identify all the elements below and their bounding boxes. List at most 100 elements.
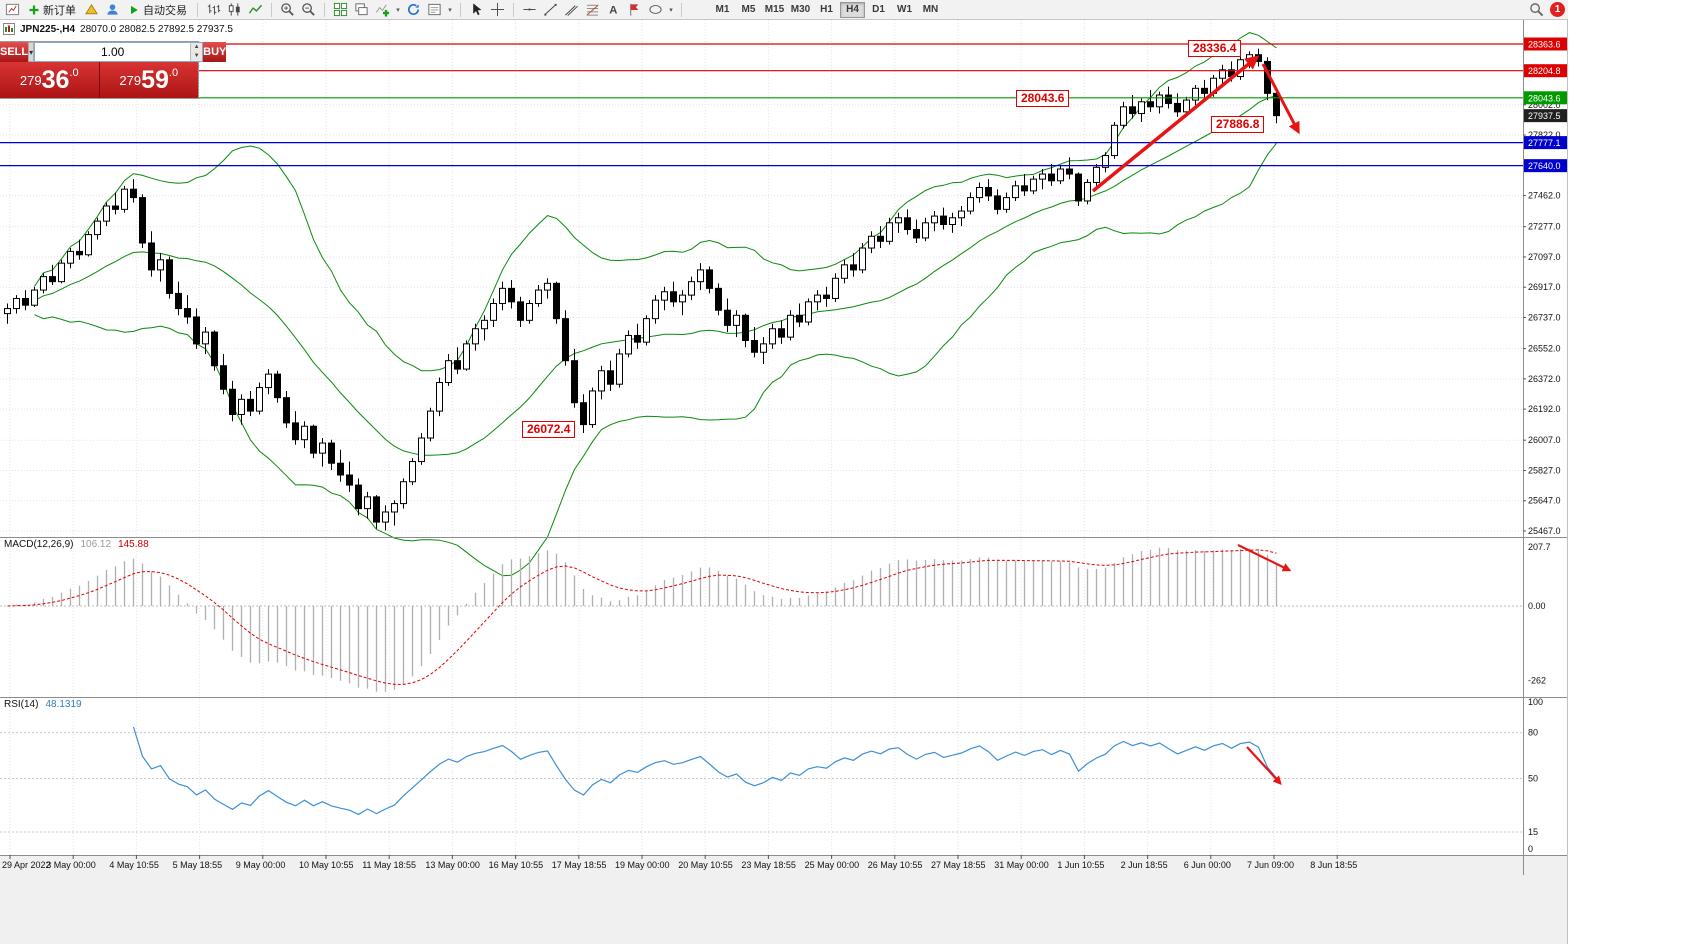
svg-text:26917.0: 26917.0	[1528, 282, 1561, 292]
timeframe-m15[interactable]: M15	[764, 4, 785, 15]
expert-advisors-icon[interactable]	[82, 1, 101, 19]
properties-dropdown-arrow[interactable]: ▾	[448, 6, 452, 14]
svg-text:1 Jun 10:55: 1 Jun 10:55	[1057, 860, 1104, 870]
candles-layer[interactable]	[4, 48, 1280, 531]
sell-price-prefix: 279	[19, 72, 42, 88]
volume-increase-button[interactable]: ▲	[191, 43, 203, 52]
notification-badge[interactable]: 1	[1550, 2, 1565, 17]
candlestick-chart-icon[interactable]	[225, 1, 244, 19]
tile-windows-icon[interactable]	[331, 1, 350, 19]
sell-price-big: 36	[41, 66, 70, 94]
price-scale[interactable]: 28002.0 27822.0 27462.0 27277.0 27097.0 26917…	[1523, 37, 1567, 855]
profile-icon[interactable]	[103, 1, 122, 19]
zoom-in-icon[interactable]	[278, 1, 297, 19]
svg-text:28002.0: 28002.0	[1528, 100, 1561, 110]
timeframe-m30[interactable]: M30	[790, 4, 811, 15]
price-annotation[interactable]: 28043.6	[1016, 90, 1070, 107]
svg-text:27640.0: 27640.0	[1528, 161, 1561, 171]
fibonacci-icon[interactable]	[583, 1, 602, 19]
ohlc-bars-icon[interactable]	[204, 1, 223, 19]
sell-button[interactable]: SELL	[0, 42, 29, 62]
macd-indicator-label: MACD(12,26,9) 106.12 145.88	[4, 539, 149, 550]
price-annotation[interactable]: 26072.4	[522, 421, 576, 438]
svg-text:25827.0: 25827.0	[1528, 465, 1561, 475]
level-lines[interactable]	[0, 43, 1523, 167]
timeframe-m1[interactable]: M1	[715, 4, 730, 15]
auto-trading-button[interactable]: 自动交易	[124, 1, 191, 18]
svg-text:0.00: 0.00	[1528, 601, 1546, 611]
toolbar-separator	[197, 2, 198, 17]
shapes-dropdown-arrow[interactable]: ▾	[669, 6, 673, 14]
svg-text:3 May 00:00: 3 May 00:00	[46, 860, 96, 870]
toolbar-separator	[324, 2, 325, 17]
toolbar-separator	[271, 2, 272, 17]
chart-properties-icon[interactable]	[425, 1, 444, 19]
trend-arrows[interactable]	[1091, 55, 1300, 785]
shapes-icon[interactable]	[646, 1, 665, 19]
macd-signal-value: 145.88	[118, 539, 149, 550]
svg-text:9 May 00:00: 9 May 00:00	[236, 860, 286, 870]
channel-icon[interactable]	[562, 1, 581, 19]
svg-text:25 May 00:00: 25 May 00:00	[805, 860, 860, 870]
timeframe-d1[interactable]: D1	[872, 4, 885, 15]
search-icon[interactable]	[1527, 1, 1546, 19]
timeframe-buttons: M1 M5 M15 M30 H1 H4 D1 W1 MN	[710, 1, 943, 18]
rsi-indicator-label: RSI(14) 48.1319	[4, 699, 82, 710]
svg-text:0: 0	[1528, 844, 1533, 854]
cursor-icon[interactable]	[467, 1, 486, 19]
indicators-dropdown-arrow[interactable]: ▾	[396, 6, 400, 14]
svg-text:15: 15	[1528, 827, 1538, 837]
new-order-button[interactable]: 新订单	[24, 1, 80, 18]
cascade-windows-icon[interactable]	[352, 1, 371, 19]
chart-icon	[3, 23, 15, 35]
zoom-out-icon[interactable]	[299, 1, 318, 19]
timeframe-h1[interactable]: H1	[820, 4, 833, 15]
volume-spinner: ▲ ▼	[190, 43, 203, 61]
svg-text:28043.6: 28043.6	[1528, 93, 1561, 103]
volume-input[interactable]	[35, 43, 191, 61]
svg-text:17 May 18:55: 17 May 18:55	[552, 860, 607, 870]
buy-button[interactable]: BUY	[203, 42, 227, 62]
ohlc-values: 28070.0 28082.5 27892.5 27937.5	[80, 23, 233, 35]
line-chart-icon[interactable]	[246, 1, 265, 19]
text-label-icon[interactable]: A	[604, 1, 623, 19]
svg-text:19 May 00:00: 19 May 00:00	[615, 860, 670, 870]
svg-text:6 Jun 00:00: 6 Jun 00:00	[1184, 860, 1231, 870]
arrow-marker-icon[interactable]	[625, 1, 644, 19]
macd-main-value: 106.12	[80, 539, 112, 550]
svg-text:23 May 18:55: 23 May 18:55	[741, 860, 796, 870]
svg-text:27097.0: 27097.0	[1528, 252, 1561, 262]
trendline-icon[interactable]	[541, 1, 560, 19]
svg-text:50: 50	[1528, 774, 1538, 784]
svg-text:28363.6: 28363.6	[1528, 40, 1561, 50]
crosshair-icon[interactable]	[488, 1, 507, 19]
svg-text:4 May 10:55: 4 May 10:55	[109, 860, 159, 870]
toolbar-separator	[513, 2, 514, 17]
svg-text:28204.8: 28204.8	[1528, 66, 1561, 76]
period-refresh-icon[interactable]	[404, 1, 423, 19]
panel-separators[interactable]	[0, 0, 1568, 944]
buy-price-display[interactable]: 279 59.0	[99, 62, 198, 98]
svg-text:8 Jun 18:55: 8 Jun 18:55	[1310, 860, 1357, 870]
toolbar-right-group: 1	[1527, 1, 1565, 19]
horizontal-line-icon[interactable]	[520, 1, 539, 19]
svg-text:A: A	[609, 5, 617, 17]
timeframe-m5[interactable]: M5	[741, 4, 756, 15]
buy-price-suffix: .0	[168, 67, 179, 79]
price-annotation[interactable]: 28336.4	[1188, 40, 1242, 57]
sell-price-display[interactable]: 279 36.0	[0, 62, 99, 98]
one-click-menu-arrow[interactable]: ▾	[28, 42, 35, 62]
indicators-icon[interactable]	[373, 1, 392, 19]
price-annotation[interactable]: 27886.8	[1211, 116, 1265, 133]
svg-text:2 Jun 18:55: 2 Jun 18:55	[1121, 860, 1168, 870]
chart-canvas[interactable]: 28002.0 27822.0 27462.0 27277.0 27097.0 26917…	[0, 0, 1568, 944]
svg-text:27462.0: 27462.0	[1528, 191, 1561, 201]
timeframe-w1[interactable]: W1	[897, 4, 912, 15]
new-chart-icon[interactable]	[3, 1, 22, 19]
timeframe-mn[interactable]: MN	[922, 4, 939, 15]
timeframe-h4[interactable]: H4	[840, 1, 865, 18]
volume-decrease-button[interactable]: ▼	[191, 52, 203, 61]
